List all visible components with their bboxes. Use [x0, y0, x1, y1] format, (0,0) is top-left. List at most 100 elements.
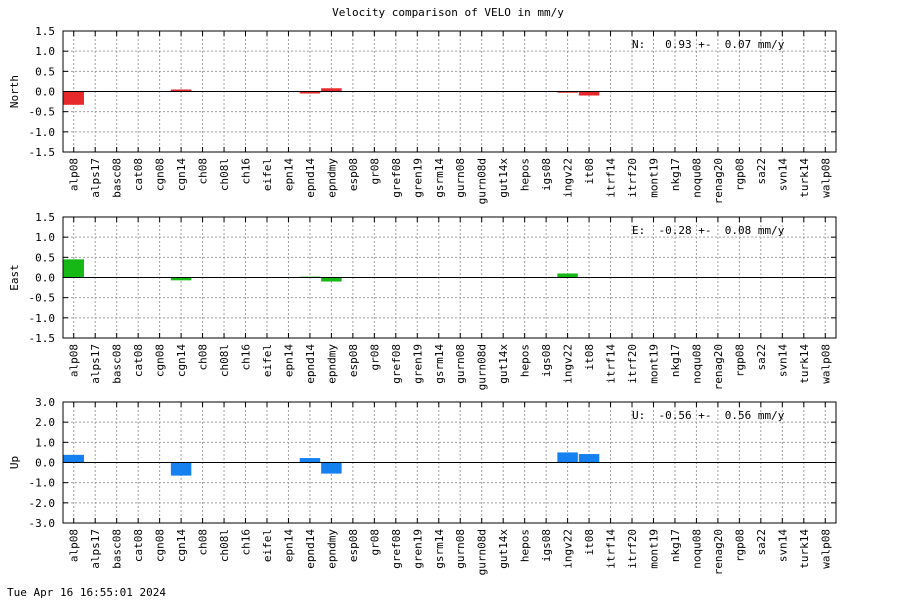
y-tick-label: -0.5 — [29, 106, 56, 119]
x-tick-label: cgn14 — [175, 344, 188, 377]
y-tick-label: -1.0 — [29, 126, 56, 139]
y-tick-label: 1.5 — [35, 25, 55, 38]
x-tick-label: basc08 — [111, 158, 124, 198]
velocity-annotation: U: -0.56 +- 0.56 mm/y — [632, 409, 785, 422]
x-tick-label: epnd14 — [304, 344, 317, 384]
x-tick-label: esp08 — [347, 344, 360, 377]
x-tick-label: eifel — [261, 529, 274, 562]
x-tick-label: itrf14 — [605, 529, 618, 569]
x-tick-label: alp08 — [68, 529, 81, 562]
x-tick-label: it08 — [583, 529, 596, 556]
x-tick-label: gref08 — [390, 529, 403, 569]
y-tick-label: 2.0 — [35, 416, 55, 429]
x-tick-label: itrf20 — [626, 158, 639, 198]
x-tick-label: gr08 — [368, 344, 381, 371]
y-tick-label: -2.0 — [29, 497, 56, 510]
x-tick-label: gut14x — [497, 158, 510, 198]
x-tick-label: nkg17 — [669, 529, 682, 562]
y-tick-label: 0.0 — [35, 457, 55, 470]
x-tick-label: alp08 — [68, 344, 81, 377]
bar-epndmy — [321, 462, 342, 474]
x-tick-label: gren19 — [411, 158, 424, 198]
x-tick-label: itrf20 — [626, 344, 639, 384]
y-axis-label: North — [8, 75, 21, 108]
y-axis-label: Up — [8, 456, 21, 469]
velocity-annotation: E: -0.28 +- 0.08 mm/y — [632, 224, 785, 237]
x-tick-label: noqu08 — [690, 344, 703, 384]
x-tick-label: gurn08d — [476, 529, 489, 575]
x-tick-label: gr08 — [368, 158, 381, 185]
x-tick-label: gurn08 — [454, 344, 467, 384]
x-tick-label: noqu08 — [690, 529, 703, 569]
bar-epndmy — [321, 88, 342, 92]
x-tick-label: nkg17 — [669, 158, 682, 191]
x-tick-label: eifel — [261, 344, 274, 377]
x-tick-label: basc08 — [111, 344, 124, 384]
x-tick-label: alps17 — [89, 529, 102, 569]
x-tick-label: rgp08 — [733, 344, 746, 377]
x-tick-label: eifel — [261, 158, 274, 191]
y-tick-label: 1.0 — [35, 436, 55, 449]
x-tick-label: gren19 — [411, 529, 424, 569]
x-tick-label: alps17 — [89, 158, 102, 198]
y-tick-label: -0.5 — [29, 292, 56, 305]
x-tick-label: alp08 — [68, 158, 81, 191]
x-tick-label: epnd14 — [304, 529, 317, 569]
x-tick-label: renag20 — [712, 158, 725, 204]
y-axis-label: East — [8, 264, 21, 291]
timestamp-footer: Tue Apr 16 16:55:01 2024 — [7, 586, 166, 599]
y-tick-label: 3.0 — [35, 396, 55, 409]
x-tick-label: cgn08 — [154, 529, 167, 562]
y-tick-label: -1.5 — [29, 146, 56, 159]
x-tick-label: turk14 — [798, 344, 811, 384]
x-tick-label: ingv22 — [562, 158, 575, 198]
x-tick-label: noqu08 — [690, 158, 703, 198]
bar-ingv22 — [557, 452, 578, 463]
x-tick-label: epn14 — [282, 158, 295, 191]
x-tick-label: epn14 — [282, 529, 295, 562]
x-tick-label: epnd14 — [304, 158, 317, 198]
x-tick-label: gurn08d — [476, 344, 489, 390]
x-tick-label: itrf14 — [605, 344, 618, 384]
bar-alp08 — [63, 454, 84, 463]
x-tick-label: mont19 — [647, 529, 660, 569]
bar-epnd14 — [299, 458, 321, 463]
x-tick-label: cgn14 — [175, 529, 188, 562]
x-tick-label: ingv22 — [562, 344, 575, 384]
x-tick-label: renag20 — [712, 529, 725, 575]
x-tick-label: igs08 — [540, 158, 553, 191]
y-tick-label: 0.5 — [35, 65, 55, 78]
y-tick-label: -1.0 — [29, 477, 56, 490]
bar-epnd14 — [299, 91, 321, 94]
x-tick-label: turk14 — [798, 158, 811, 198]
x-tick-label: epndmy — [325, 158, 338, 198]
bar-ingv22 — [557, 91, 578, 93]
x-tick-label: gsrm14 — [433, 529, 446, 569]
bar-cgn14 — [170, 277, 192, 281]
y-tick-label: 0.5 — [35, 251, 55, 264]
bar-cgn14 — [170, 462, 192, 476]
x-tick-label: igs08 — [540, 344, 553, 377]
x-tick-label: cat08 — [132, 344, 145, 377]
x-tick-label: gut14x — [497, 344, 510, 384]
x-tick-label: gurn08 — [454, 158, 467, 198]
x-tick-label: svn14 — [776, 529, 789, 562]
velocity-annotation: N: 0.93 +- 0.07 mm/y — [632, 38, 785, 51]
x-tick-label: cgn14 — [175, 158, 188, 191]
y-tick-label: -1.5 — [29, 332, 56, 345]
x-tick-label: ch16 — [240, 344, 253, 371]
x-tick-label: svn14 — [776, 344, 789, 377]
x-tick-label: svn14 — [776, 158, 789, 191]
x-tick-label: ch08 — [197, 158, 210, 185]
x-tick-label: itrf20 — [626, 529, 639, 569]
x-tick-label: rgp08 — [733, 158, 746, 191]
x-tick-label: sa22 — [755, 344, 768, 371]
bar-alp08 — [63, 259, 84, 278]
y-tick-label: -3.0 — [29, 517, 56, 530]
x-tick-label: gut14x — [497, 529, 510, 569]
x-tick-label: gren19 — [411, 344, 424, 384]
x-tick-label: sa22 — [755, 158, 768, 185]
y-tick-label: -1.0 — [29, 312, 56, 325]
panel-east: 1.5 1.0 0.5 0.0 -0.5 -1.0 -1.5 alp08 alps17 basc0… — [8, 211, 837, 390]
